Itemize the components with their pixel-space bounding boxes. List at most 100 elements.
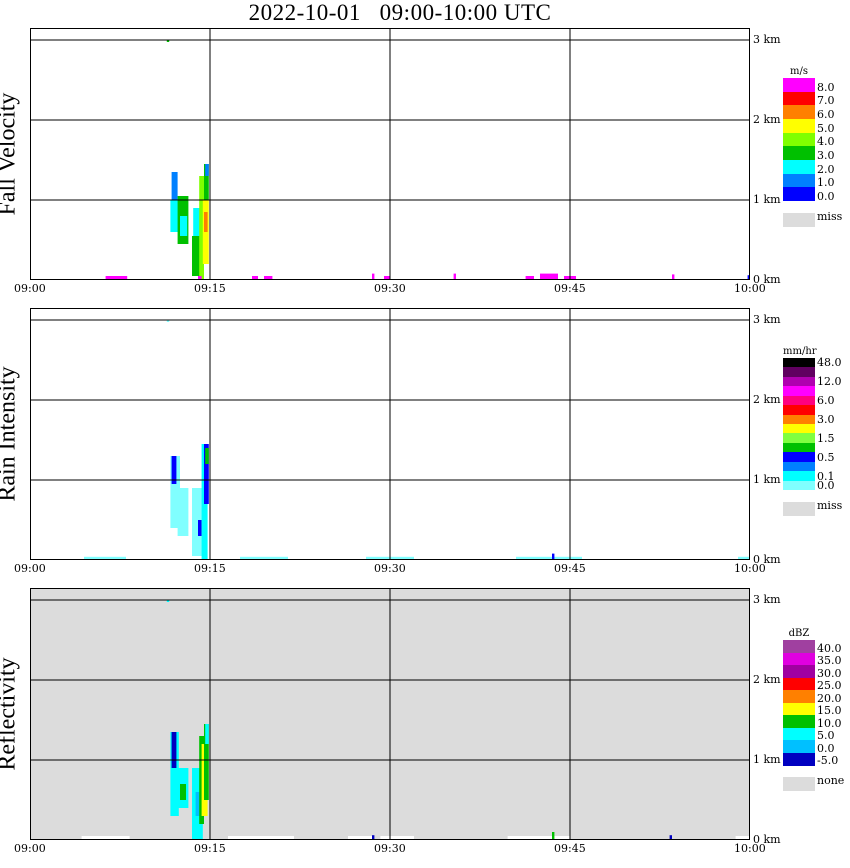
x-tick-label: 10:00	[734, 562, 766, 575]
colorbar-label: 6.0	[817, 394, 835, 408]
echo-cell	[372, 835, 375, 840]
colorbar-band	[783, 740, 815, 753]
colorbar-band	[783, 367, 815, 378]
echo-cell	[552, 553, 555, 560]
echo-cell	[171, 732, 177, 768]
plot-area	[30, 28, 750, 280]
colorbar-label: 0.0	[817, 479, 835, 492]
echo-cell	[669, 835, 672, 840]
colorbar-missing-swatch	[783, 213, 815, 227]
echo-cell	[170, 732, 179, 816]
colorbar-band	[783, 715, 815, 728]
colorbar-label: 12.0	[817, 375, 842, 389]
x-tick-label: 09:00	[14, 842, 46, 855]
colorbar-label: 2.0	[817, 162, 835, 176]
colorbar-label: 8.0	[817, 80, 835, 94]
colorbar-label: 1.0	[817, 176, 835, 190]
plot-frame	[30, 308, 750, 560]
echo-cell	[198, 520, 202, 536]
plot-area	[30, 308, 750, 560]
colorbar-label: 0.1	[817, 469, 835, 483]
echo-cell	[81, 836, 130, 840]
colorbar-band	[783, 665, 815, 678]
colorbar-label: 48.0	[817, 356, 842, 370]
colorbar-label: 40.0	[817, 641, 842, 655]
colorbar-label: 15.0	[817, 704, 842, 717]
colorbar-label: 4.0	[817, 135, 835, 149]
y-axis-label-text: Rain Intensity	[0, 366, 21, 502]
echo-cell	[228, 836, 294, 840]
colorbar-band	[783, 652, 815, 666]
colorbar-band	[783, 173, 815, 188]
echo-cell	[205, 724, 209, 744]
echo-cell	[170, 456, 180, 528]
echo-cell	[204, 444, 209, 504]
x-tick-label: 09:00	[14, 562, 46, 575]
echo-cell	[453, 273, 456, 280]
colorbar-band	[783, 461, 815, 472]
colorbar-label: 3.0	[817, 149, 835, 162]
colorbar-label: 25.0	[817, 679, 842, 692]
x-tick-label: 09:15	[194, 842, 226, 855]
echo-cell	[380, 836, 414, 840]
echo-cell	[205, 448, 209, 464]
colorbar-label: 5.0	[817, 729, 835, 742]
y-tick-label: 1 km	[753, 753, 781, 766]
echo-cell	[525, 276, 534, 280]
echo-cell	[171, 456, 177, 484]
x-tick-label: 10:00	[734, 282, 766, 295]
y-tick-label: 3 km	[753, 313, 781, 326]
colorbar-band	[783, 119, 815, 134]
colorbar-label: 30.0	[817, 666, 842, 680]
x-tick-label: 10:00	[734, 842, 766, 855]
colorbar-missing-label: none	[817, 774, 845, 787]
echo-cell	[507, 836, 570, 840]
echo-cell	[264, 276, 273, 280]
colorbar-band	[783, 376, 815, 387]
echo-cell	[205, 164, 209, 176]
y-tick-label: 2 km	[753, 393, 781, 406]
colorbar-missing-label: miss	[817, 499, 843, 512]
colorbar-label: 7.0	[817, 94, 835, 108]
colorbar-band	[783, 480, 815, 491]
colorbar-band	[783, 452, 815, 463]
echo-cell	[193, 208, 203, 256]
y-tick-label: 0 km	[753, 273, 781, 286]
echo-cell	[735, 836, 750, 840]
echo-cell	[177, 488, 189, 536]
echo-cell	[198, 276, 202, 280]
y-tick-label: 0 km	[753, 833, 781, 846]
y-axis-label-text: Reflectivity	[0, 657, 21, 771]
colorbar-label: 6.0	[817, 108, 835, 121]
x-tick-label: 09:00	[14, 282, 46, 295]
y-tick-label: 2 km	[753, 673, 781, 686]
colorbar-unit: mm/hr	[783, 346, 817, 357]
y-tick-label: 1 km	[753, 473, 781, 486]
colorbar-band	[783, 146, 815, 161]
colorbar-band	[783, 132, 815, 147]
echo-cell	[204, 724, 209, 800]
x-tick-label: 09:30	[374, 562, 406, 575]
plot-panel-1: Rain Intensity	[0, 308, 750, 560]
echo-cell	[166, 600, 170, 602]
colorbar-band	[783, 358, 815, 368]
y-tick-label: 3 km	[753, 33, 781, 46]
echo-cell	[747, 275, 750, 280]
y-tick-label: 3 km	[753, 593, 781, 606]
colorbar-band	[783, 727, 815, 741]
plot-panel-0: Fall Velocity	[0, 28, 750, 280]
colorbar-label: 0.0	[817, 190, 835, 203]
y-tick-label: 1 km	[753, 193, 781, 206]
echo-cell	[738, 556, 750, 560]
echo-cell	[105, 276, 128, 280]
echo-cell	[672, 274, 675, 280]
colorbar-band	[783, 160, 815, 175]
colorbar-band	[783, 405, 815, 416]
echo-cell	[204, 164, 209, 200]
colorbar-band	[783, 702, 815, 716]
colorbar-band	[783, 424, 815, 434]
echo-cell	[166, 40, 170, 42]
echo-cell	[552, 832, 555, 840]
echo-cell	[372, 273, 375, 280]
y-tick-label: 0 km	[753, 553, 781, 566]
